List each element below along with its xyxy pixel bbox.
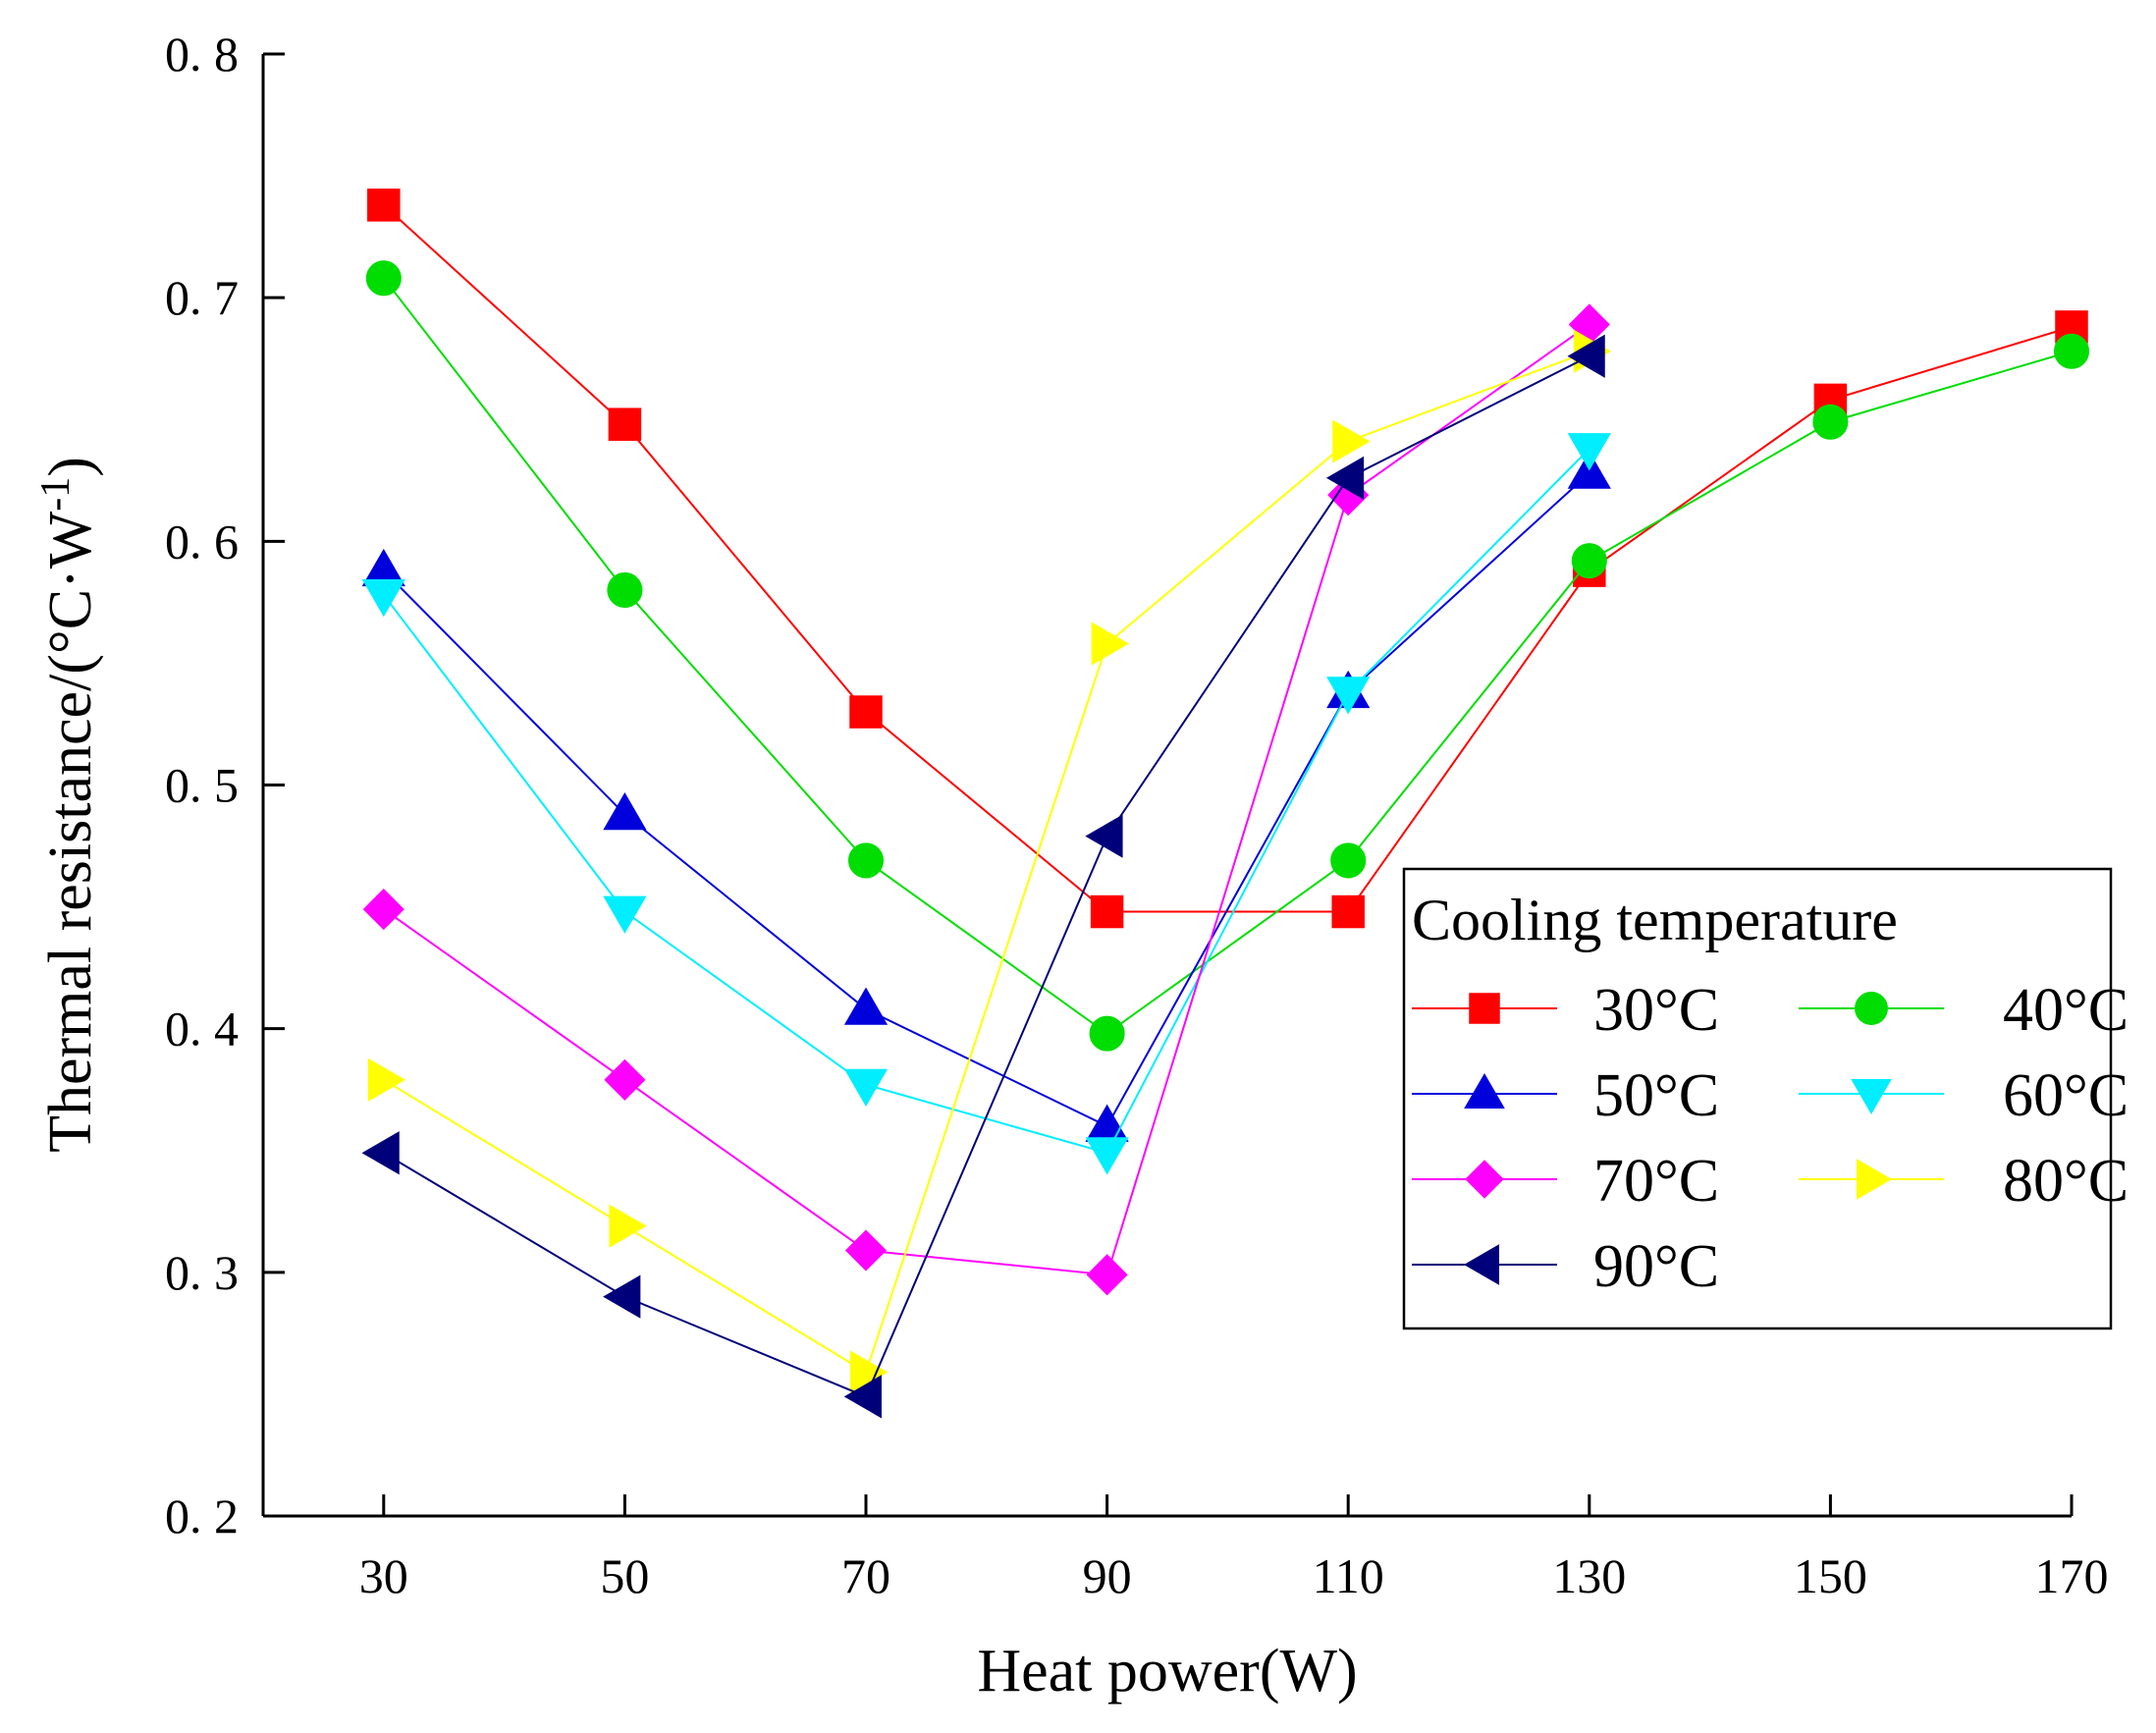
legend-box [1402,867,2113,1330]
series-line [383,323,1590,1276]
legend-marker [1464,1073,1505,1109]
series-60c [361,433,1611,1175]
x-tick-label: 150 [1794,1548,1867,1603]
y-tick-label: 0. 6 [165,514,239,569]
data-point [607,571,643,608]
data-point [847,842,885,879]
data-point [603,1274,641,1319]
legend-entry: 40°C [1799,977,2129,1044]
y-tick-label: 0. 5 [165,758,239,813]
x-tick-label: 90 [1083,1548,1132,1603]
data-point [1332,419,1371,463]
legend-label: 60°C [2003,1062,2129,1129]
data-point [603,895,647,934]
data-point [365,260,402,297]
data-point [1331,894,1365,929]
y-axis-title-suffix: ) [37,457,104,477]
y-tick-label: 0. 3 [165,1245,239,1300]
data-point [1085,1104,1129,1142]
data-point [843,987,889,1025]
x-tick-label: 130 [1552,1548,1626,1603]
data-point [843,1068,889,1108]
x-tick-label: 30 [359,1548,408,1603]
series-90c [361,334,1605,1419]
legend-marker [1464,1244,1499,1285]
data-point [604,1058,646,1101]
series-line [383,204,2073,913]
data-point [1089,1015,1125,1052]
series-layer [361,189,2090,1419]
y-axis-title-superscript: -1 [33,477,79,512]
data-point [1326,677,1371,715]
legend-marker [1855,992,1888,1025]
data-point [361,578,405,618]
x-tick-label: 70 [841,1548,890,1603]
legend-entry: 60°C [1799,1062,2129,1129]
x-tick-label: 170 [2035,1548,2109,1603]
legend-entry: 90°C [1412,1233,1719,1300]
y-tick-label: 0. 8 [165,27,239,81]
data-point [362,889,404,931]
data-point [2053,333,2090,369]
data-point [1567,334,1605,378]
legend-label: 70°C [1593,1148,1719,1215]
legend-marker [1469,993,1500,1024]
data-point [1567,433,1611,471]
data-point [1090,894,1124,929]
legend-entry: 30°C [1412,977,1719,1044]
data-point [1086,1254,1128,1296]
y-tick-label: 0. 7 [165,270,239,325]
data-point [367,189,401,222]
y-tick-label: 0. 4 [165,1002,239,1056]
legend-label: 30°C [1593,977,1719,1044]
data-point [608,407,642,441]
data-point [1085,1137,1129,1175]
data-point [361,1131,400,1175]
legend-entry: 80°C [1799,1148,2129,1215]
legend-marker [1465,1160,1504,1199]
series-line [383,350,1590,1375]
legend: Cooling temperature 30°C 40°C 50°C 60°C 70°C… [1402,867,2129,1330]
data-point [1325,456,1365,500]
data-point [844,1229,888,1272]
data-point [1085,814,1123,858]
data-point [603,791,647,831]
data-point [849,695,883,729]
axes-layer: Heat power(W) Thermal resistance/(°C·W-1… [33,27,2109,1705]
legend-marker [1851,1079,1892,1114]
legend-label: 90°C [1593,1233,1719,1300]
data-point [1571,543,1607,579]
x-tick-label: 110 [1313,1548,1384,1603]
data-point [1812,404,1849,440]
legend-entry: 50°C [1412,1062,1719,1129]
data-point [367,1057,406,1102]
series-line [383,354,1590,1398]
legend-label: 40°C [2003,977,2129,1044]
x-axis-title: Heat power(W) [977,1638,1357,1705]
data-point [609,1204,647,1248]
data-point [1091,622,1129,666]
legend-label: 50°C [1593,1062,1719,1129]
series-line [383,472,1590,1128]
series-line [383,277,2073,1035]
y-axis-title: Thermal resistance/(°C·W-1) [33,457,104,1153]
data-point [1330,842,1367,879]
legend-marker [1857,1159,1892,1200]
legend-title: Cooling temperature [1412,888,1898,952]
legend-entry: 70°C [1412,1148,1719,1215]
series-40c [365,260,2090,1052]
y-tick-label: 0. 2 [165,1489,239,1543]
x-tick-label: 50 [600,1548,649,1603]
legend-label: 80°C [2003,1148,2129,1215]
data-point [843,1375,882,1419]
y-axis-title-main: Thermal resistance/(°C·W [37,511,104,1153]
